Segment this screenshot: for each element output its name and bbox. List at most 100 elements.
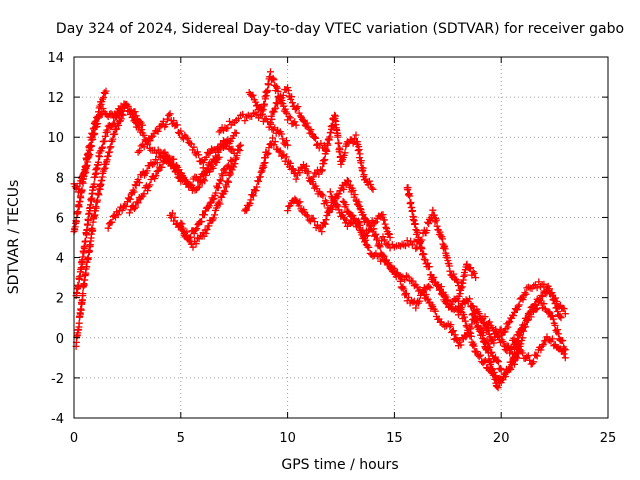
data-point (117, 115, 125, 123)
data-point (354, 219, 362, 227)
data-point (75, 319, 83, 327)
data-point (255, 178, 263, 185)
data-point (92, 204, 100, 212)
data-point (368, 184, 376, 192)
data-point (140, 131, 148, 139)
data-point (355, 146, 363, 153)
data-point (79, 290, 87, 298)
data-point (189, 243, 197, 251)
data-point (198, 218, 206, 225)
data-point (467, 329, 475, 337)
data-point (423, 227, 431, 234)
data-point (510, 312, 517, 320)
data-point (206, 199, 214, 207)
data-point (432, 216, 440, 224)
data-point (409, 298, 417, 306)
x-tick-label: 5 (177, 431, 185, 446)
data-point (292, 121, 300, 129)
data-point (333, 201, 341, 209)
data-point (463, 323, 471, 331)
data-point (220, 187, 228, 195)
data-point (190, 143, 198, 151)
data-point (457, 341, 465, 349)
data-point (380, 252, 388, 260)
plot-frame (73, 56, 609, 419)
data-point (342, 201, 350, 209)
tick-labels: 0 5 10 15 20 25 -4 -2 0 2 4 6 8 10 12 14 (47, 51, 616, 446)
data-point (270, 141, 278, 149)
data-point (380, 216, 388, 224)
data-point (201, 177, 209, 185)
data-point (269, 134, 277, 142)
data-point (416, 239, 424, 247)
y-tick-label: 10 (47, 131, 64, 146)
data-point (190, 230, 198, 237)
chart-title: Day 324 of 2024, Sidereal Day-to-day VTE… (56, 21, 624, 37)
data-point (85, 248, 93, 255)
data-point (364, 218, 372, 226)
data-point (94, 196, 101, 204)
data-point (533, 284, 541, 292)
data-point (201, 211, 208, 219)
data-point (560, 350, 568, 358)
data-point (167, 159, 175, 167)
data-point (491, 373, 499, 381)
data-point (527, 313, 535, 321)
data-point (414, 228, 422, 236)
data-point (91, 130, 99, 138)
data-point (309, 214, 317, 222)
data-point (344, 177, 352, 185)
data-point (557, 314, 565, 322)
data-point (375, 242, 383, 249)
data-point (550, 295, 558, 303)
data-point (261, 100, 268, 108)
data-point (235, 146, 242, 154)
data-point (523, 317, 531, 324)
data-point (481, 313, 489, 321)
data-point (356, 205, 364, 213)
data-point (549, 296, 557, 304)
data-point (275, 148, 283, 156)
data-point (386, 263, 394, 271)
data-point (425, 282, 433, 290)
data-point (327, 193, 335, 200)
data-point (433, 222, 441, 230)
data-point (177, 127, 185, 135)
data-point (288, 99, 296, 107)
data-point (551, 321, 559, 329)
data-point (380, 236, 388, 244)
data-point (271, 138, 279, 146)
data-point (412, 304, 420, 312)
data-point (215, 153, 223, 161)
y-tick-label: 14 (47, 51, 64, 66)
series-4 (72, 110, 127, 350)
data-point (74, 188, 82, 196)
data-point (170, 117, 178, 124)
data-point (279, 135, 287, 143)
data-point (549, 291, 556, 299)
data-point (340, 185, 348, 193)
data-point (195, 151, 203, 159)
data-point (289, 165, 297, 173)
x-axis-label: GPS time / hours (281, 457, 398, 473)
data-point (278, 130, 285, 138)
data-point (537, 292, 545, 299)
data-point (239, 110, 247, 118)
data-point (228, 157, 236, 165)
data-point (247, 196, 255, 204)
data-point (372, 230, 380, 238)
data-point (273, 84, 281, 92)
data-point (178, 220, 186, 228)
series-6 (126, 152, 223, 217)
data-point (539, 341, 547, 349)
data-point (396, 272, 403, 280)
data-point (261, 95, 269, 103)
data-point (104, 128, 111, 136)
series-11 (241, 134, 334, 215)
data-point (426, 284, 434, 292)
data-point (264, 149, 272, 157)
data-point (489, 365, 497, 373)
data-point (133, 198, 141, 206)
